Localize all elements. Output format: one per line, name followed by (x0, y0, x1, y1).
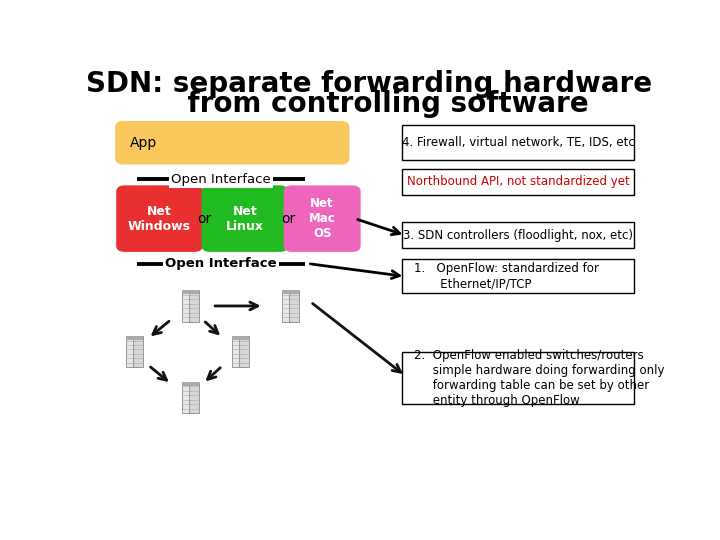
FancyBboxPatch shape (402, 125, 634, 160)
Bar (232, 336, 242, 367)
FancyBboxPatch shape (202, 185, 288, 252)
Bar (133, 336, 143, 340)
FancyBboxPatch shape (116, 185, 203, 252)
Bar (239, 336, 249, 340)
Text: 2.  OpenFlow enabled switches/routers
     simple hardware doing forwarding only: 2. OpenFlow enabled switches/routers sim… (413, 349, 664, 407)
Bar (189, 291, 199, 321)
Text: Northbound API, not standardized yet: Northbound API, not standardized yet (407, 175, 629, 188)
Bar (181, 291, 192, 294)
Bar (126, 336, 136, 340)
Bar (232, 336, 242, 340)
Text: 3. SDN controllers (floodlight, nox, etc): 3. SDN controllers (floodlight, nox, etc… (403, 229, 634, 242)
FancyBboxPatch shape (402, 222, 634, 248)
Bar (239, 336, 249, 367)
Text: Net
Linux: Net Linux (226, 205, 264, 233)
Text: or: or (197, 212, 212, 226)
Text: 1.   OpenFlow: standardized for
       Ethernet/IP/TCP: 1. OpenFlow: standardized for Ethernet/I… (413, 262, 598, 291)
FancyBboxPatch shape (115, 121, 349, 165)
Bar (289, 291, 300, 321)
Bar (282, 291, 292, 321)
Text: SDN: separate forwarding hardware: SDN: separate forwarding hardware (86, 70, 652, 98)
Bar (133, 336, 143, 367)
Text: Net
Windows: Net Windows (128, 205, 191, 233)
Bar (181, 382, 192, 413)
FancyBboxPatch shape (402, 259, 634, 294)
Text: Net
Mac
OS: Net Mac OS (309, 197, 336, 240)
FancyBboxPatch shape (284, 185, 361, 252)
Text: Open Interface: Open Interface (171, 173, 271, 186)
Text: Open Interface: Open Interface (166, 257, 277, 270)
Bar (189, 382, 199, 386)
Bar (181, 291, 192, 321)
FancyBboxPatch shape (402, 352, 634, 404)
Text: 4. Firewall, virtual network, TE, IDS, etc: 4. Firewall, virtual network, TE, IDS, e… (402, 136, 634, 149)
Bar (126, 336, 136, 367)
Text: from controlling software: from controlling software (149, 90, 589, 118)
FancyBboxPatch shape (402, 168, 634, 194)
Bar (189, 291, 199, 294)
Bar (289, 291, 300, 294)
Bar (189, 382, 199, 413)
Bar (282, 291, 292, 294)
Text: or: or (281, 212, 295, 226)
Text: App: App (130, 136, 158, 150)
Bar (181, 382, 192, 386)
